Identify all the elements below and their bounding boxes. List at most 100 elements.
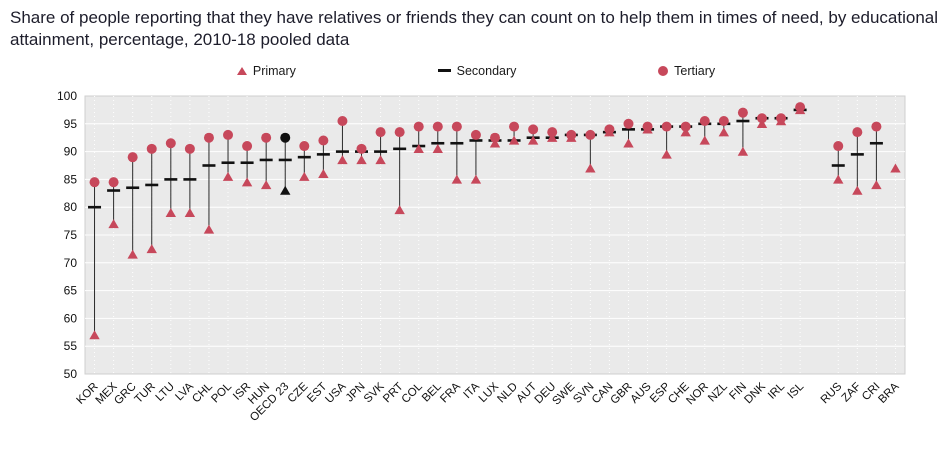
tertiary-circle-marker xyxy=(89,177,100,188)
secondary-dash-marker xyxy=(297,155,311,159)
gridlines xyxy=(85,95,905,374)
tertiary-circle-marker xyxy=(776,113,787,124)
primary-triangle-marker xyxy=(718,127,730,137)
x-tick-label: COL xyxy=(400,380,426,406)
tertiary-circle-marker xyxy=(203,132,214,143)
lollipop-isr xyxy=(240,140,254,187)
lollipop-aut xyxy=(526,124,540,145)
lollipop-ita xyxy=(469,129,483,184)
x-tick-label: LUX xyxy=(477,380,502,405)
x-tick-label: AUS xyxy=(628,380,653,405)
legend-item-secondary: Secondary xyxy=(437,63,517,78)
legend-label-tertiary: Tertiary xyxy=(674,63,716,78)
lollipop-ltu xyxy=(164,138,178,217)
primary-triangle-marker xyxy=(470,174,482,184)
tertiary-circle-marker xyxy=(108,177,119,188)
x-tick-label: POL xyxy=(209,380,234,405)
secondary-dash-marker xyxy=(126,186,140,189)
lollipop-isl xyxy=(793,101,807,114)
x-tick-label: TUR xyxy=(133,381,158,406)
x-tick-label: LTU xyxy=(154,381,177,404)
secondary-dash-marker xyxy=(164,177,178,181)
primary-triangle-marker xyxy=(241,177,253,187)
x-tick-label: SVN xyxy=(571,381,596,406)
primary-triangle-marker xyxy=(222,171,234,181)
y-tick-label: 90 xyxy=(64,144,78,158)
tertiary-circle-marker xyxy=(642,121,653,132)
chart-title: Share of people reporting that they have… xyxy=(10,8,939,50)
primary-triangle-marker xyxy=(890,163,901,173)
secondary-dash-marker xyxy=(221,161,235,164)
primary-triangle-marker xyxy=(299,171,310,181)
primary-triangle-marker xyxy=(413,143,424,153)
lollipop-prt xyxy=(393,127,407,215)
legend-label-secondary: Secondary xyxy=(456,63,517,78)
lollipop-tur xyxy=(145,143,159,253)
lollipop-est xyxy=(316,135,330,178)
tertiary-circle-marker xyxy=(261,132,272,143)
x-tick-label: DNK xyxy=(742,380,768,406)
tertiary-circle-marker xyxy=(604,124,615,135)
x-tick-label: PRT xyxy=(381,381,406,406)
tertiary-circle-marker xyxy=(566,129,577,140)
tertiary-circle-marker xyxy=(718,115,729,126)
tertiary-circle-marker xyxy=(852,127,863,138)
primary-triangle-marker xyxy=(432,143,443,153)
secondary-dash-marker xyxy=(240,161,254,164)
tertiary-circle-marker xyxy=(795,101,806,112)
primary-triangle-marker xyxy=(508,135,520,145)
primary-triangle-marker xyxy=(394,205,405,215)
y-tick-label: 100 xyxy=(57,89,77,103)
primary-triangle-marker xyxy=(871,180,882,190)
tertiary-circle-marker xyxy=(661,121,672,132)
tertiary-circle-marker xyxy=(547,127,558,138)
lollipop-oecd-23 xyxy=(278,132,292,195)
tertiary-circle-marker xyxy=(509,121,520,132)
primary-triangle-marker xyxy=(356,155,367,165)
lollipop-fin xyxy=(736,107,750,156)
x-tick-label: RUS xyxy=(819,380,845,406)
primary-triangle-marker xyxy=(280,185,291,195)
x-tick-label: KOR xyxy=(75,381,101,407)
primary-triangle-marker xyxy=(833,174,844,184)
lollipop-gbr xyxy=(621,118,635,148)
legend-label-primary: Primary xyxy=(252,63,296,78)
secondary-dash-marker xyxy=(259,158,273,162)
secondary-dash-marker xyxy=(621,127,635,131)
primary-triangle-marker xyxy=(852,185,863,195)
lollipop-dnk xyxy=(755,113,769,128)
secondary-dash-marker xyxy=(393,147,407,150)
lollipop-lux xyxy=(488,132,502,148)
tertiary-circle-marker xyxy=(699,115,710,126)
tertiary-circle-marker xyxy=(490,132,500,143)
secondary-dash-marker xyxy=(88,205,102,209)
secondary-dash-marker xyxy=(869,141,883,145)
y-tick-label: 50 xyxy=(64,367,78,381)
lollipop-swe xyxy=(564,129,578,142)
secondary-dash-marker xyxy=(107,189,121,192)
x-tick-label: NLD xyxy=(495,381,520,406)
tertiary-circle-marker xyxy=(470,129,481,140)
tertiary-circle-marker xyxy=(528,124,539,135)
tertiary-circle-marker xyxy=(585,129,596,140)
lollipop-cri xyxy=(869,121,883,190)
primary-triangle-marker xyxy=(146,243,157,253)
tertiary-circle-marker xyxy=(432,121,443,132)
y-tick-label: 75 xyxy=(64,228,78,242)
primary-triangle-marker xyxy=(184,207,196,217)
legend-item-tertiary: Tertiary xyxy=(658,64,715,78)
tertiary-circle-marker xyxy=(337,115,348,126)
lollipop-svn xyxy=(583,129,597,173)
x-tick-label: GBR xyxy=(609,381,635,407)
lollipop-can xyxy=(602,124,616,137)
tertiary-circle-marker xyxy=(756,113,767,124)
lollipop-jpn xyxy=(355,143,369,165)
x-tick-label: CHL xyxy=(190,380,215,405)
x-tick-label: USA xyxy=(323,380,348,405)
x-tick-label: ISL xyxy=(786,380,807,401)
secondary-dash-marker xyxy=(278,158,292,162)
tertiary-circle-marker xyxy=(165,138,176,149)
primary-triangle-marker xyxy=(127,249,138,259)
